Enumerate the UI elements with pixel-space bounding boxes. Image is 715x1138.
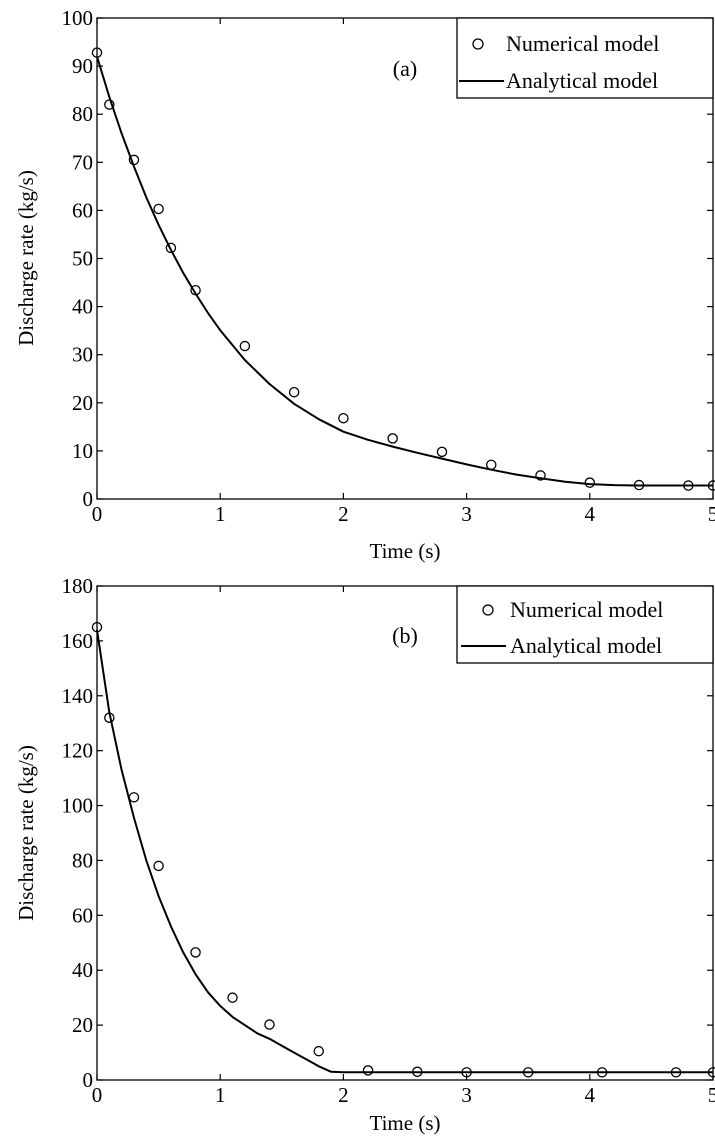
numerical-model-point (264, 1019, 275, 1030)
numerical-model-point (128, 154, 140, 166)
numerical-model-point (165, 242, 177, 254)
numerical-model-point (190, 947, 201, 958)
y-tick-label: 80 (72, 102, 93, 126)
y-axis-label: Discharge rate (kg/s) (14, 170, 38, 346)
numerical-model-point (387, 433, 398, 444)
numerical-model-point (153, 860, 164, 872)
x-tick-label: 4 (585, 502, 596, 526)
y-tick-label: 10 (72, 439, 93, 463)
numerical-model-point (707, 1067, 715, 1078)
y-tick-label: 20 (72, 1013, 93, 1037)
y-tick-label: 80 (72, 848, 93, 872)
y-tick-label: 120 (62, 739, 94, 763)
numerical-model-point (104, 99, 115, 110)
y-tick-label: 90 (72, 54, 93, 78)
numerical-model-point (670, 1067, 682, 1078)
legend-box (456, 17, 714, 99)
y-tick-label: 50 (72, 247, 93, 271)
x-tick-label: 1 (215, 1083, 226, 1107)
x-axis-ticks: 0 1 2 3 4 5 (92, 586, 715, 1107)
numerical-model-point (596, 1067, 608, 1078)
panel-label: (a) (393, 56, 417, 81)
y-axis-ticks: 0 10 20 30 40 50 60 70 80 90 100 (62, 6, 713, 511)
x-tick-label: 1 (215, 502, 226, 526)
numerical-model-point (412, 1066, 423, 1078)
chart-panel-a: 0 10 20 30 40 50 60 70 80 90 100 0 1 2 3 4 5 Time (s) D… (14, 6, 715, 563)
y-tick-label: 160 (62, 629, 94, 653)
y-tick-label: 0 (83, 1068, 94, 1092)
numerical-model-point (362, 1065, 374, 1076)
y-axis-label: Discharge rate (kg/s) (14, 745, 38, 921)
x-tick-label: 0 (92, 1083, 103, 1107)
numerical-model-point (707, 480, 715, 491)
panel-label: (b) (392, 623, 418, 648)
numerical-model-point (91, 47, 103, 58)
numerical-model-point (633, 479, 645, 491)
series-group (91, 47, 715, 491)
analytical-model-line (96, 629, 713, 1074)
numerical-model-point (522, 1067, 534, 1078)
legend-marker-numerical (472, 38, 484, 50)
numerical-model-point (436, 446, 448, 458)
y-axis-ticks: 0 20 40 60 80 100 120 140 160 180 (62, 574, 713, 1092)
numerical-model-point (153, 203, 164, 215)
x-tick-label: 4 (585, 1083, 596, 1107)
y-tick-label: 100 (62, 6, 94, 30)
legend: Numerical model Analytical model (456, 17, 714, 99)
y-tick-label: 60 (72, 903, 93, 927)
x-tick-label: 2 (338, 1083, 349, 1107)
y-tick-label: 180 (62, 574, 94, 598)
numerical-model-point (338, 412, 349, 424)
legend-entry-numerical: Numerical model (506, 31, 659, 56)
y-tick-label: 100 (62, 794, 94, 818)
x-tick-label: 5 (708, 502, 715, 526)
numerical-model-point (190, 284, 201, 296)
y-tick-label: 20 (72, 391, 93, 415)
x-tick-label: 3 (461, 1083, 472, 1107)
y-tick-label: 30 (72, 343, 93, 367)
legend: Numerical model Analytical model (456, 585, 714, 664)
y-tick-label: 140 (62, 684, 94, 708)
legend-marker-numerical (482, 604, 494, 616)
numerical-model-point (584, 477, 596, 488)
numerical-model-point (485, 459, 497, 471)
numerical-model-point (461, 1067, 472, 1078)
analytical-model-line (96, 56, 713, 487)
x-tick-label: 5 (708, 1083, 715, 1107)
y-tick-label: 0 (83, 487, 94, 511)
x-tick-label: 2 (338, 502, 349, 526)
x-axis-label: Time (s) (370, 1111, 441, 1135)
y-tick-label: 40 (72, 295, 93, 319)
x-tick-label: 3 (461, 502, 472, 526)
legend-box (456, 585, 714, 664)
legend-entry-analytical: Analytical model (506, 68, 658, 93)
numerical-model-point (239, 340, 251, 352)
chart-panel-b: 0 20 40 60 80 100 120 140 160 180 0 1 2 3 4 5 Time (s)… (14, 574, 715, 1135)
numerical-model-point (227, 992, 238, 1003)
numerical-model-point (104, 712, 115, 723)
numerical-model-point (91, 621, 103, 633)
x-axis-label: Time (s) (370, 539, 441, 563)
legend-entry-analytical: Analytical model (510, 633, 662, 658)
y-tick-label: 70 (72, 150, 93, 174)
y-tick-label: 60 (72, 198, 93, 222)
numerical-model-point (683, 480, 694, 491)
series-group (91, 621, 715, 1078)
legend-entry-numerical: Numerical model (510, 597, 663, 622)
plot-area-frame (96, 585, 714, 1081)
numerical-model-point (288, 386, 300, 398)
y-tick-label: 40 (72, 958, 93, 982)
numerical-model-point (128, 792, 140, 803)
numerical-model-point (535, 470, 546, 481)
numerical-model-point (313, 1045, 325, 1057)
x-tick-label: 0 (92, 502, 103, 526)
